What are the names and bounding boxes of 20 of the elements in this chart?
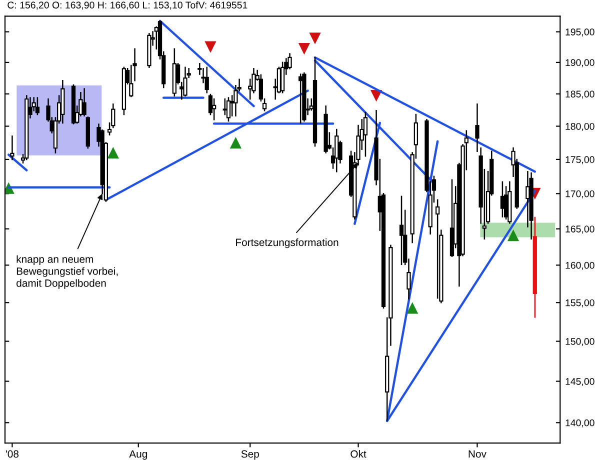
y-tick-label: 175,00 bbox=[566, 156, 594, 164]
x-tick-label: Nov bbox=[468, 450, 486, 458]
x-tick-label: '08 bbox=[6, 450, 19, 458]
x-tick-label: Aug bbox=[129, 450, 147, 460]
y-tick-label: 170,00 bbox=[566, 190, 594, 198]
y-tick-label: 190,00 bbox=[566, 59, 594, 68]
x-tick-label: Okt bbox=[350, 450, 366, 458]
y-tick-label: 195,00 bbox=[566, 28, 594, 37]
x-tick-label: Sep bbox=[241, 450, 259, 460]
annotation: Fortsetzungsformation bbox=[236, 238, 338, 248]
y-tick-label: 150,00 bbox=[566, 338, 594, 346]
y-tick-label: 145,00 bbox=[566, 378, 594, 386]
y-tick-label: 180,00 bbox=[566, 122, 594, 131]
y-tick-label: 165,00 bbox=[566, 226, 594, 234]
chart-title: C: 156,20 O: 163,90 H: 166,60 L: 153,10 TofV: 4619551 bbox=[8, 1, 248, 10]
y-tick-label: 185,00 bbox=[566, 90, 594, 99]
annotation: knapp an neuem Bewegungstief vorbei, damit Doppelboden bbox=[16, 255, 118, 289]
y-tick-label: 140,00 bbox=[566, 419, 594, 428]
y-tick-label: 160,00 bbox=[566, 262, 594, 270]
y-tick-label: 155,00 bbox=[566, 299, 594, 308]
